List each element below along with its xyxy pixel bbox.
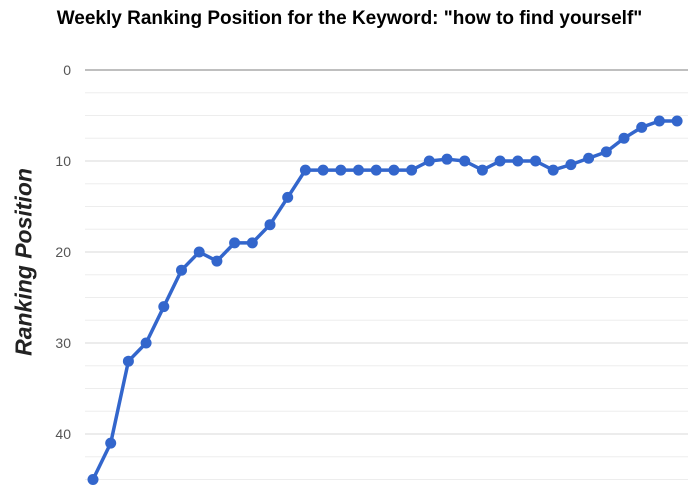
data-point[interactable] — [600, 146, 612, 158]
y-tick-label: 30 — [55, 335, 71, 351]
series-line — [91, 119, 678, 481]
data-point[interactable] — [547, 164, 559, 176]
data-point[interactable] — [671, 115, 683, 127]
data-point[interactable] — [335, 164, 347, 176]
series-layer — [87, 115, 683, 485]
data-point[interactable] — [246, 237, 258, 249]
data-point[interactable] — [158, 301, 170, 313]
data-point[interactable] — [229, 237, 241, 249]
data-point[interactable] — [264, 219, 276, 231]
y-tick-label: 40 — [55, 426, 71, 442]
grid-lines — [85, 69, 688, 480]
data-point[interactable] — [512, 155, 524, 167]
data-point[interactable] — [636, 121, 648, 133]
y-tick-labels: 0 10 20 30 40 — [55, 62, 71, 442]
chart-title: Weekly Ranking Position for the Keyword:… — [56, 8, 643, 29]
data-point[interactable] — [476, 164, 488, 176]
data-point[interactable] — [211, 255, 223, 267]
data-point[interactable] — [176, 264, 187, 276]
y-tick-label: 10 — [55, 153, 71, 169]
y-tick-label: 0 — [63, 62, 71, 78]
data-point[interactable] — [282, 191, 294, 203]
data-point[interactable] — [87, 474, 99, 485]
data-point[interactable] — [441, 153, 453, 165]
data-point[interactable] — [653, 115, 665, 127]
data-point[interactable] — [122, 355, 134, 367]
data-point[interactable] — [299, 164, 311, 176]
data-point[interactable] — [140, 337, 152, 349]
data-point[interactable] — [388, 164, 400, 176]
data-point[interactable] — [583, 152, 595, 164]
y-tick-label: 20 — [55, 244, 71, 260]
data-point[interactable] — [565, 159, 577, 171]
data-point[interactable] — [370, 164, 382, 176]
data-point[interactable] — [494, 155, 506, 167]
data-point[interactable] — [423, 155, 435, 167]
data-point[interactable] — [530, 155, 541, 167]
data-point[interactable] — [406, 164, 418, 176]
data-point[interactable] — [459, 155, 471, 167]
data-point[interactable] — [618, 132, 630, 144]
data-point[interactable] — [193, 246, 205, 258]
data-point[interactable] — [353, 164, 364, 176]
data-point[interactable] — [105, 437, 117, 449]
data-point[interactable] — [317, 164, 329, 176]
